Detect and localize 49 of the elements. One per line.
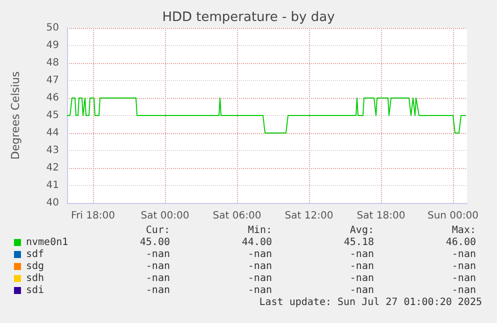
legend-label: sdg xyxy=(26,261,44,273)
text: -nan xyxy=(146,285,170,297)
y-tick-label: 47 xyxy=(46,75,59,86)
text: -nan xyxy=(248,261,272,273)
x-tick-label: Fri 18:00 xyxy=(71,210,115,222)
text: Min: xyxy=(248,225,272,237)
y-tick-label: 44 xyxy=(46,128,59,138)
text: -nan xyxy=(350,285,374,297)
chart-title: HDD temperature - by day xyxy=(162,10,336,25)
y-tick-label: 45 xyxy=(46,110,59,121)
y-tick-label: 41 xyxy=(46,180,59,191)
text: -nan xyxy=(350,261,374,273)
text: 45.18 xyxy=(344,237,374,249)
text: -nan xyxy=(452,261,476,273)
y-tick-label: 46 xyxy=(46,92,59,104)
text: -nan xyxy=(248,285,272,297)
text: Avg: xyxy=(350,225,374,237)
text: -nan xyxy=(452,273,476,285)
x-tick-label: Sat 12:00 xyxy=(284,210,334,222)
x-tick-label: Sat 00:00 xyxy=(140,210,190,222)
text: -nan xyxy=(350,273,374,285)
x-tick-label: Sat 18:00 xyxy=(356,210,406,222)
text: Cur: xyxy=(146,225,170,237)
y-tick-label: 40 xyxy=(46,198,59,208)
y-axis-title: Degrees Celsius xyxy=(9,71,22,160)
text: -nan xyxy=(248,249,272,261)
text: Max: xyxy=(452,225,476,237)
y-tick-label: 49 xyxy=(46,40,59,51)
x-tick-label: Sun 00:00 xyxy=(427,210,479,222)
text: Last update: Sun Jul 27 01:00:20 2025 xyxy=(259,297,482,309)
text: -nan xyxy=(146,273,170,285)
y-tick-label: 48 xyxy=(46,58,59,68)
text: -nan xyxy=(452,249,476,261)
y-tick-label: 43 xyxy=(46,145,59,156)
text: -nan xyxy=(146,249,170,261)
legend-label: sdf xyxy=(26,249,44,261)
legend-label: sdh xyxy=(26,273,44,285)
text: 44.00 xyxy=(242,237,272,249)
text: -nan xyxy=(248,273,272,285)
text: 46.00 xyxy=(446,237,476,249)
legend-label: sdi xyxy=(26,285,44,297)
text: -nan xyxy=(146,261,170,273)
y-tick-label: 50 xyxy=(46,22,59,34)
text: -nan xyxy=(452,285,476,297)
legend-label: nvme0n1 xyxy=(26,237,68,249)
text: -nan xyxy=(350,249,374,261)
x-tick-label: Sat 06:00 xyxy=(212,210,262,222)
text: 45.00 xyxy=(140,237,170,249)
y-tick-label: 42 xyxy=(46,162,59,174)
